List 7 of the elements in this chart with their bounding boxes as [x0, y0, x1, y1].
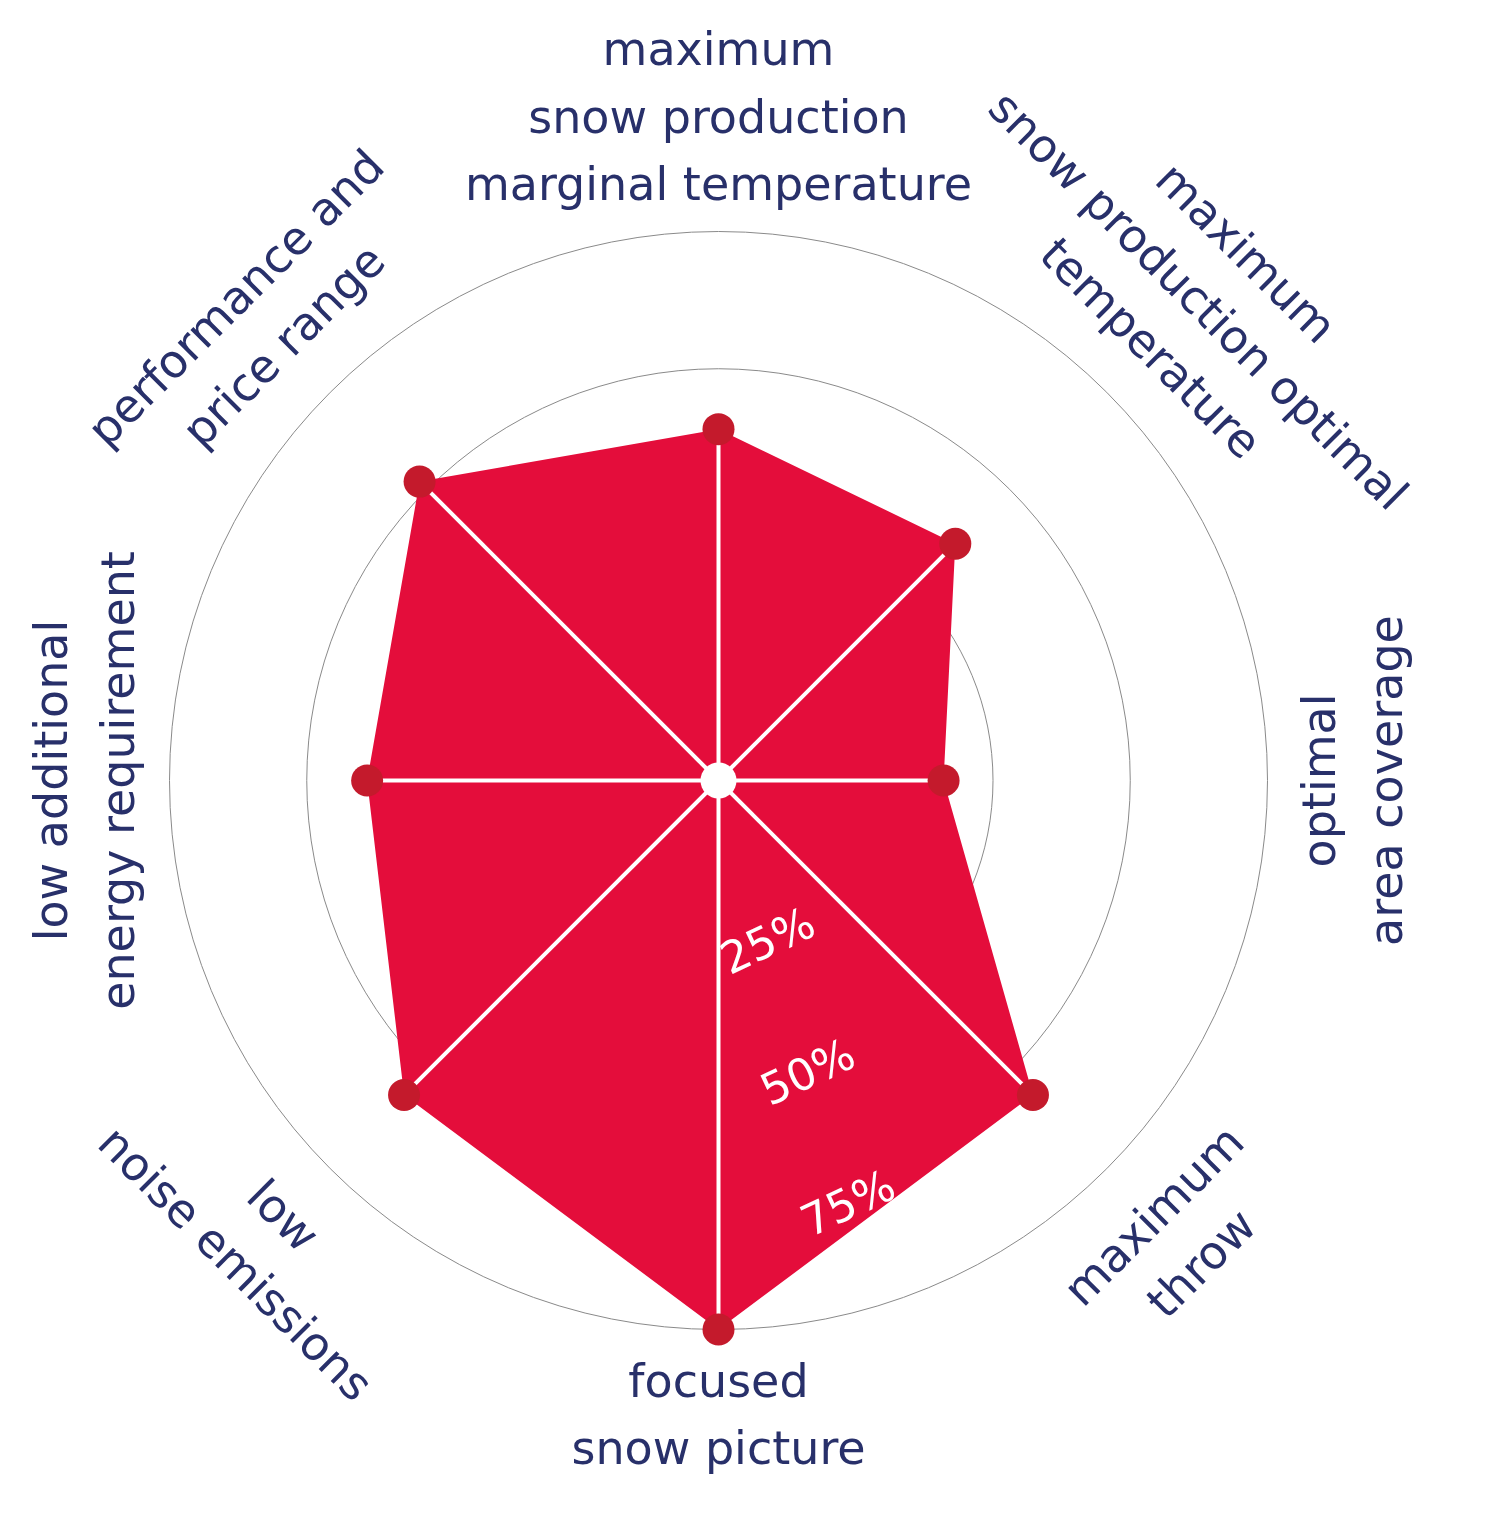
spoke-label: optimal area coverage	[1291, 615, 1414, 946]
y-tick-label: 25%	[712, 896, 823, 985]
y-tick-label: 50%	[752, 1027, 863, 1116]
y-tick-label: 75%	[792, 1159, 903, 1247]
spoke-label: focused snow picture	[571, 1353, 866, 1476]
spoke-label: maximum snow production marginal temperature	[465, 22, 972, 211]
spoke-label: low additional energy requirement	[23, 551, 146, 1010]
